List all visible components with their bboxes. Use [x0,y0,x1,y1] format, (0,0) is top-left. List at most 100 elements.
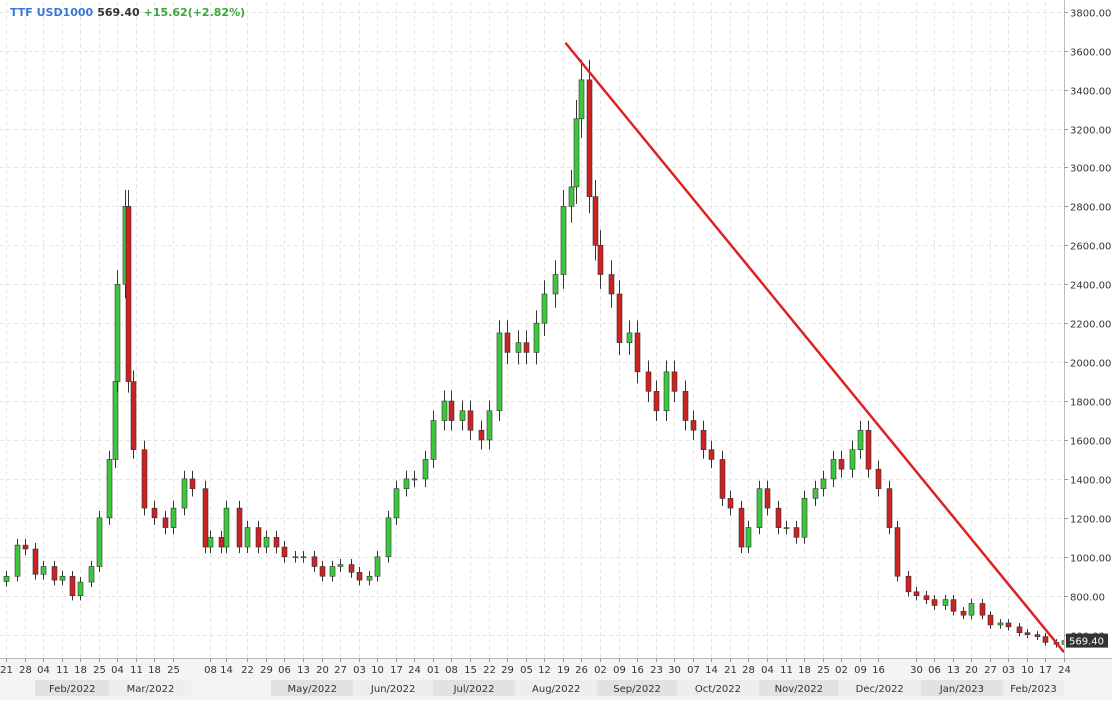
candle-body [913,591,920,597]
candle-body [59,575,66,581]
y-tick-label: 3400.00 [1070,87,1111,98]
candle-body [830,459,837,480]
x-tick-label: 04 [37,665,50,676]
x-tick-label: 11 [780,665,793,676]
candle-body [170,507,177,528]
month-label: Sep/2022 [613,684,661,695]
month-label: Dec/2022 [856,684,904,695]
candle-body [727,498,734,509]
x-tick-label: 03 [353,665,366,676]
candle-body [950,599,957,612]
candle-body [366,575,373,581]
candle-down [608,260,615,308]
candle-body [141,449,148,509]
x-tick-label: 08 [204,665,217,676]
candle-body [923,595,930,600]
x-tick-label: 28 [19,665,32,676]
candle-body [459,410,466,421]
candle-up [300,550,307,563]
candle-down [141,440,148,516]
y-axis: 600.00800.001000.001200.001400.001600.00… [1064,0,1112,658]
month-label: Mar/2022 [127,684,175,695]
candle-body [719,459,726,499]
x-tick-label: 28 [742,665,755,676]
symbol-label: TTF USD1000 [10,6,94,19]
x-tick-label: 27 [334,665,347,676]
candle-up [496,320,503,422]
x-tick-label: 24 [1058,665,1071,676]
candle-up [411,470,418,488]
x-tick-label: 27 [984,665,997,676]
candle-up [942,595,949,610]
candle-body [708,449,715,460]
candle-down [1042,633,1049,646]
candle-body [942,599,949,606]
candle-body [616,293,623,343]
candle-down [1016,623,1023,637]
y-tick-label: 1200.00 [1070,515,1111,526]
candle-body [112,381,119,460]
x-tick-label: 09 [613,665,626,676]
candle-body [979,603,986,616]
candle-down [671,360,678,403]
candle-body [653,391,660,412]
candle-body [244,527,251,548]
candle-down [130,370,137,459]
candle-down [875,460,882,497]
x-tick-label: 25 [93,665,106,676]
candle-down [931,595,938,610]
candle-up [533,310,540,365]
candle-body [374,556,381,577]
x-tick-label: 30 [910,665,923,676]
x-tick-label: 18 [148,665,161,676]
candle-body [151,507,158,519]
trendline[interactable] [564,42,1065,653]
candle-body [875,468,882,489]
candle-body [738,507,745,548]
candle-body [430,420,437,460]
candle-body [448,400,455,421]
month-band [759,680,839,696]
candle-down [775,500,782,535]
y-tick-label: 3000.00 [1070,164,1111,175]
candle-down [218,530,225,554]
candle-body [700,429,707,451]
candle-body [690,420,697,431]
candle-body [263,537,270,548]
candle-body [573,118,580,188]
month-label: Oct/2022 [695,684,741,695]
candle-up [244,520,251,554]
candle-down [950,595,957,616]
month-label: Jul/2022 [453,684,495,695]
candle-body [812,488,819,499]
candle-up [366,570,373,586]
candle-body [756,488,763,528]
candle-up [578,59,585,138]
month-band [432,680,516,696]
candle-down [764,480,771,516]
candle-body [125,206,132,382]
x-tick-label: 06 [928,665,941,676]
candle-body [838,459,845,470]
candle-body [886,488,893,528]
month-label: Jan/2023 [939,684,984,695]
month-label: Nov/2022 [775,684,823,695]
candle-up [88,560,95,588]
month-band [838,680,921,696]
candle-down [319,560,326,582]
current-price-tag-label: 569.40 [1069,637,1104,648]
candle-down [236,500,243,554]
candle-body [592,196,599,246]
candle-body [541,293,548,324]
candle-down [1024,629,1031,639]
y-tick-label: 1400.00 [1070,476,1111,487]
candle-down [645,360,652,403]
candle-body [181,478,188,509]
candle-down [478,420,485,450]
candle-body [560,206,567,275]
candle-down [838,450,845,478]
candle-body [385,517,392,558]
x-tick-label: 22 [241,665,254,676]
x-tick-label: 11 [56,665,69,676]
